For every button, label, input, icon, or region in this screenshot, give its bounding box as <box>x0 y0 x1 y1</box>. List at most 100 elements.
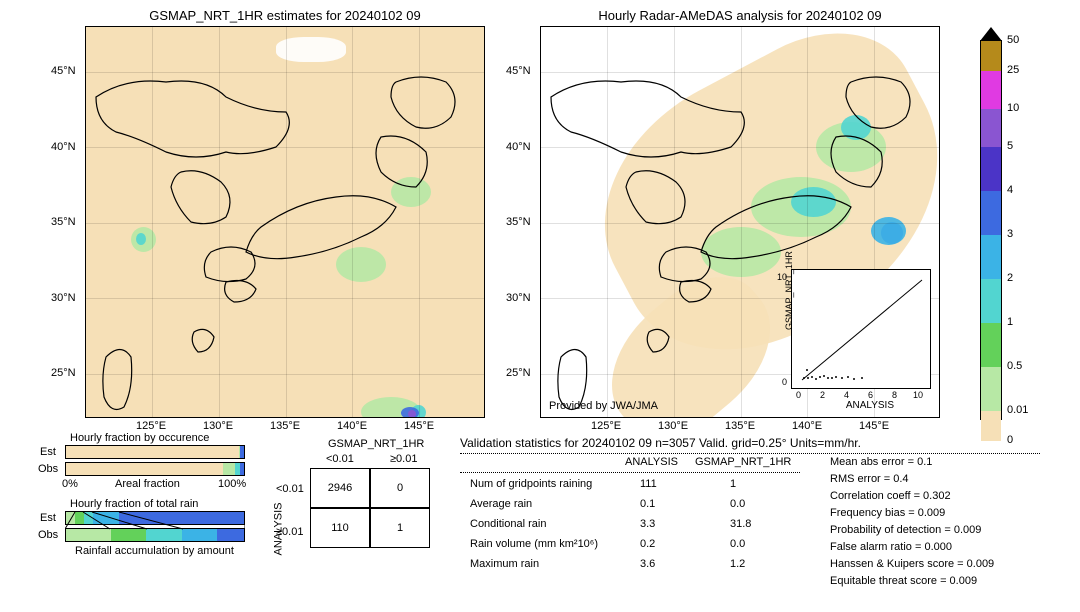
right-map-title: Hourly Radar-AMeDAS analysis for 2024010… <box>540 8 940 23</box>
ytick-label: 30°N <box>506 292 531 304</box>
hfrac-row-label: Est <box>40 512 56 524</box>
colorbar-segment <box>981 279 1001 323</box>
stat-value: 1 <box>730 478 736 490</box>
inset-ytick: 0 <box>782 377 787 387</box>
colorbar-arrow-icon <box>980 27 1002 41</box>
ytick-label: 25°N <box>51 367 76 379</box>
hfrac-occ-est-bar <box>65 445 245 459</box>
stat-row-label: Average rain <box>470 498 532 510</box>
colorbar-segment <box>981 109 1001 147</box>
ct-row-header: <0.01 <box>276 483 304 495</box>
colorbar-tick-label: 0.5 <box>1007 360 1022 372</box>
stat-value: 0.1 <box>640 498 655 510</box>
ct-cell: 1 <box>370 508 430 548</box>
xtick-label: 125°E <box>136 420 166 432</box>
hfrac-segment <box>66 463 223 475</box>
colorbar-tick-label: 4 <box>1007 184 1013 196</box>
hfrac-xlabel: 100% <box>218 478 246 490</box>
hfrac-segment <box>223 463 235 475</box>
colorbar-segment <box>981 323 1001 367</box>
xtick-label: 125°E <box>591 420 621 432</box>
inset-tick: 0 <box>796 390 801 400</box>
colorbar-segment <box>981 147 1001 191</box>
hfrac-occ-title: Hourly fraction by occurence <box>70 432 209 444</box>
stat-value: 0.0 <box>730 498 745 510</box>
colorbar-segment <box>981 71 1001 109</box>
ct-col-header: ≥0.01 <box>390 453 417 465</box>
hfrac-footer: Rainfall accumulation by amount <box>75 545 234 557</box>
ytick-label: 45°N <box>506 65 531 77</box>
inset-xlabel: ANALYSIS <box>846 400 894 411</box>
xtick-label: 140°E <box>337 420 367 432</box>
stat-value: 111 <box>640 478 657 490</box>
hfrac-segment <box>240 463 244 475</box>
ct-row-header: ≥0.01 <box>276 526 303 538</box>
hfrac-row-label: Obs <box>38 529 58 541</box>
hfrac-xlabel: Areal fraction <box>115 478 180 490</box>
stat-row-label: Maximum rain <box>470 558 539 570</box>
stat-line: False alarm ratio = 0.000 <box>830 541 952 553</box>
stat-value: 31.8 <box>730 518 751 530</box>
inset-tick: 4 <box>844 390 849 400</box>
xtick-label: 140°E <box>792 420 822 432</box>
col-header: GSMAP_NRT_1HR <box>695 456 791 468</box>
ct-cell: 0 <box>370 468 430 508</box>
hfrac-segment <box>240 446 244 458</box>
stat-value: 0.0 <box>730 538 745 550</box>
stat-value: 0.2 <box>640 538 655 550</box>
left-map <box>85 26 485 418</box>
colorbar-tick-label: 0.01 <box>1007 404 1028 416</box>
hfrac-connector <box>65 512 245 542</box>
inset-ylabel: GSMAP_NRT_1HR <box>784 251 794 330</box>
validation-title: Validation statistics for 20240102 09 n=… <box>460 436 861 450</box>
stat-row-label: Rain volume (mm km²10⁶) <box>470 538 598 550</box>
divider <box>460 452 1040 454</box>
hfrac-row-label: Obs <box>38 463 58 475</box>
hfrac-occ-obs-bar <box>65 462 245 476</box>
colorbar-tick-label: 3 <box>1007 228 1013 240</box>
divider <box>460 471 800 473</box>
stat-value: 3.3 <box>640 518 655 530</box>
colorbar-tick-label: 1 <box>1007 316 1013 328</box>
colorbar-segment <box>981 367 1001 411</box>
inset-tick: 8 <box>892 390 897 400</box>
ct-cell: 110 <box>310 508 370 548</box>
xtick-label: 130°E <box>658 420 688 432</box>
hfrac-row-label: Est <box>40 446 56 458</box>
xtick-label: 135°E <box>725 420 755 432</box>
xtick-label: 130°E <box>203 420 233 432</box>
inset-scatter-svg <box>792 270 932 390</box>
col-header: ANALYSIS <box>625 456 678 468</box>
colorbar-segment <box>981 191 1001 235</box>
stat-row-label: Num of gridpoints raining <box>470 478 592 490</box>
hfrac-segment <box>66 446 239 458</box>
xtick-label: 145°E <box>404 420 434 432</box>
hfrac-total-title: Hourly fraction of total rain <box>70 498 198 510</box>
xtick-label: 135°E <box>270 420 300 432</box>
ytick-label: 40°N <box>506 141 531 153</box>
colorbar-segment <box>981 411 1001 441</box>
colorbar-tick-label: 10 <box>1007 102 1019 114</box>
inset-tick: 2 <box>820 390 825 400</box>
stat-line: Probability of detection = 0.009 <box>830 524 981 536</box>
stat-value: 1.2 <box>730 558 745 570</box>
coastline <box>86 27 485 418</box>
stat-line: RMS error = 0.4 <box>830 473 909 485</box>
colorbar-segment <box>981 235 1001 279</box>
contingency-table: GSMAP_NRT_1HR <0.01 ≥0.01 ANALYSIS <0.01… <box>280 438 450 568</box>
colorbar: 502510543210.50.010 <box>980 40 1002 420</box>
stat-value: 3.6 <box>640 558 655 570</box>
stat-line: Equitable threat score = 0.009 <box>830 575 977 587</box>
ytick-label: 35°N <box>51 216 76 228</box>
inset-tick: 10 <box>913 390 923 400</box>
colorbar-segment <box>981 41 1001 71</box>
ytick-label: 30°N <box>51 292 76 304</box>
colorbar-tick-label: 0 <box>1007 434 1013 446</box>
colorbar-tick-label: 2 <box>1007 272 1013 284</box>
left-map-title: GSMAP_NRT_1HR estimates for 20240102 09 <box>85 8 485 23</box>
colorbar-tick-label: 5 <box>1007 140 1013 152</box>
provider-label: Provided by JWA/JMA <box>549 400 658 412</box>
stat-line: Correlation coeff = 0.302 <box>830 490 951 502</box>
ct-cell: 2946 <box>310 468 370 508</box>
colorbar-tick-label: 25 <box>1007 64 1019 76</box>
